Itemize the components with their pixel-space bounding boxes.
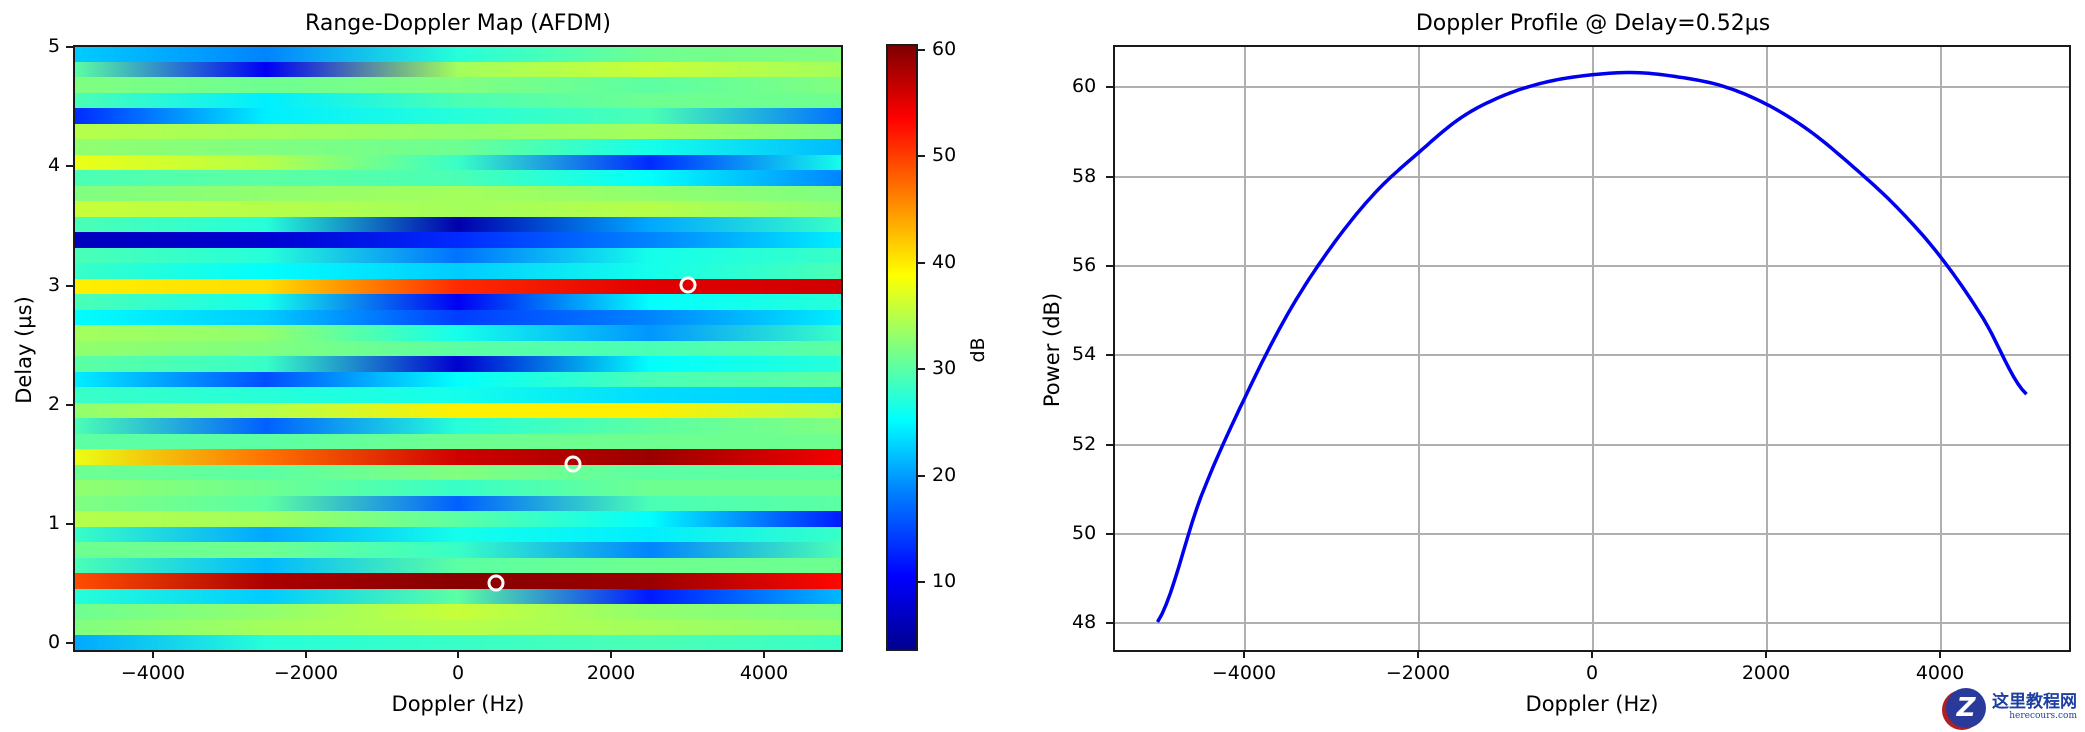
range-doppler-heatmap <box>74 46 842 651</box>
heatmap-row <box>74 433 842 450</box>
target-marker-circle <box>679 276 697 294</box>
target-marker-circle <box>487 574 505 592</box>
heatmap-row <box>74 309 842 326</box>
cbar-tick-30: 30 <box>932 357 957 379</box>
x-tick-0: 0 <box>451 662 465 684</box>
cbar-tick-40: 40 <box>932 251 957 273</box>
cbar-tick-60: 60 <box>932 38 957 60</box>
py-tick-60: 60 <box>1072 75 1097 97</box>
heatmap-row <box>74 340 842 357</box>
heatmap-row <box>74 495 842 512</box>
px-tick-0: 0 <box>1585 662 1599 684</box>
x-tick-4000: 4000 <box>739 662 789 684</box>
heatmap-row <box>74 526 842 543</box>
x-tick-2000: 2000 <box>586 662 636 684</box>
heatmap-row <box>74 61 842 78</box>
cbar-tick-20: 20 <box>932 464 957 486</box>
heatmap-row <box>74 371 842 388</box>
px-tick-neg4000: −4000 <box>1211 662 1277 684</box>
heatmap-row <box>74 185 842 202</box>
heatmap-row <box>74 464 842 481</box>
heatmap-row <box>74 139 842 156</box>
y-tick-3: 3 <box>48 274 61 296</box>
heatmap-row <box>74 123 842 140</box>
heatmap-row <box>74 263 842 280</box>
watermark-text-cn: 这里教程网 <box>1992 692 2077 713</box>
heatmap-row <box>74 402 842 419</box>
heatmap-row <box>74 542 842 559</box>
px-tick-2000: 2000 <box>1741 662 1791 684</box>
heatmap-row <box>74 46 842 63</box>
heatmap-y-label: Delay (µs) <box>12 296 36 404</box>
heatmap-row <box>74 604 842 621</box>
watermark: Z 这里教程网 herecours.com <box>1946 688 2077 728</box>
py-tick-48: 48 <box>1072 611 1097 633</box>
y-tick-4: 4 <box>48 154 61 176</box>
y-tick-0: 0 <box>48 631 61 653</box>
heatmap-row <box>74 325 842 342</box>
watermark-logo-icon: Z <box>1946 688 1986 728</box>
heatmap-frame <box>73 45 843 652</box>
py-tick-56: 56 <box>1072 254 1097 276</box>
y-tick-1: 1 <box>48 512 61 534</box>
heatmap-row <box>74 418 842 435</box>
heatmap-row <box>74 511 842 528</box>
heatmap-row <box>74 356 842 373</box>
profile-frame <box>1113 45 2071 652</box>
colorbar-label: dB <box>967 337 989 363</box>
heatmap-row <box>74 201 842 218</box>
heatmap-row <box>74 154 842 171</box>
heatmap-x-label: Doppler (Hz) <box>391 692 525 716</box>
heatmap-row <box>74 635 842 651</box>
py-tick-58: 58 <box>1072 165 1097 187</box>
profile-x-label: Doppler (Hz) <box>1525 692 1659 716</box>
heatmap-row <box>74 92 842 109</box>
target-marker-circle <box>564 455 582 473</box>
heatmap-row <box>74 387 842 404</box>
heatmap-row <box>74 588 842 606</box>
x-tick-neg2000: −2000 <box>273 662 339 684</box>
y-tick-2: 2 <box>48 393 61 415</box>
py-tick-50: 50 <box>1072 522 1097 544</box>
heatmap-row <box>74 480 842 497</box>
colorbar <box>886 44 918 651</box>
cbar-tick-10: 10 <box>932 570 957 592</box>
heatmap-row <box>74 619 842 637</box>
profile-title: Doppler Profile @ Delay=0.52µs <box>1415 11 1771 36</box>
heatmap-row <box>74 170 842 187</box>
px-tick-neg2000: −2000 <box>1385 662 1451 684</box>
py-tick-52: 52 <box>1072 433 1097 455</box>
x-tick-neg4000: −4000 <box>120 662 186 684</box>
heatmap-row <box>74 247 842 264</box>
profile-y-label: Power (dB) <box>1040 292 1064 408</box>
cbar-tick-50: 50 <box>932 144 957 166</box>
heatmap-row <box>74 108 842 125</box>
px-tick-4000: 4000 <box>1915 662 1965 684</box>
heatmap-row <box>74 557 842 575</box>
heatmap-row <box>74 232 842 249</box>
heatmap-row <box>74 573 842 590</box>
profile-plot-area <box>1114 46 2070 651</box>
heatmap-row <box>74 77 842 94</box>
heatmap-row <box>74 449 842 466</box>
heatmap-row <box>74 216 842 233</box>
doppler-profile-line <box>1155 70 2028 623</box>
py-tick-54: 54 <box>1072 343 1097 365</box>
heatmap-title: Range-Doppler Map (AFDM) <box>305 11 611 36</box>
heatmap-row <box>74 278 842 295</box>
watermark-text-en: herecours.com <box>2009 711 2077 722</box>
heatmap-row <box>74 294 842 311</box>
y-tick-5: 5 <box>48 35 61 57</box>
